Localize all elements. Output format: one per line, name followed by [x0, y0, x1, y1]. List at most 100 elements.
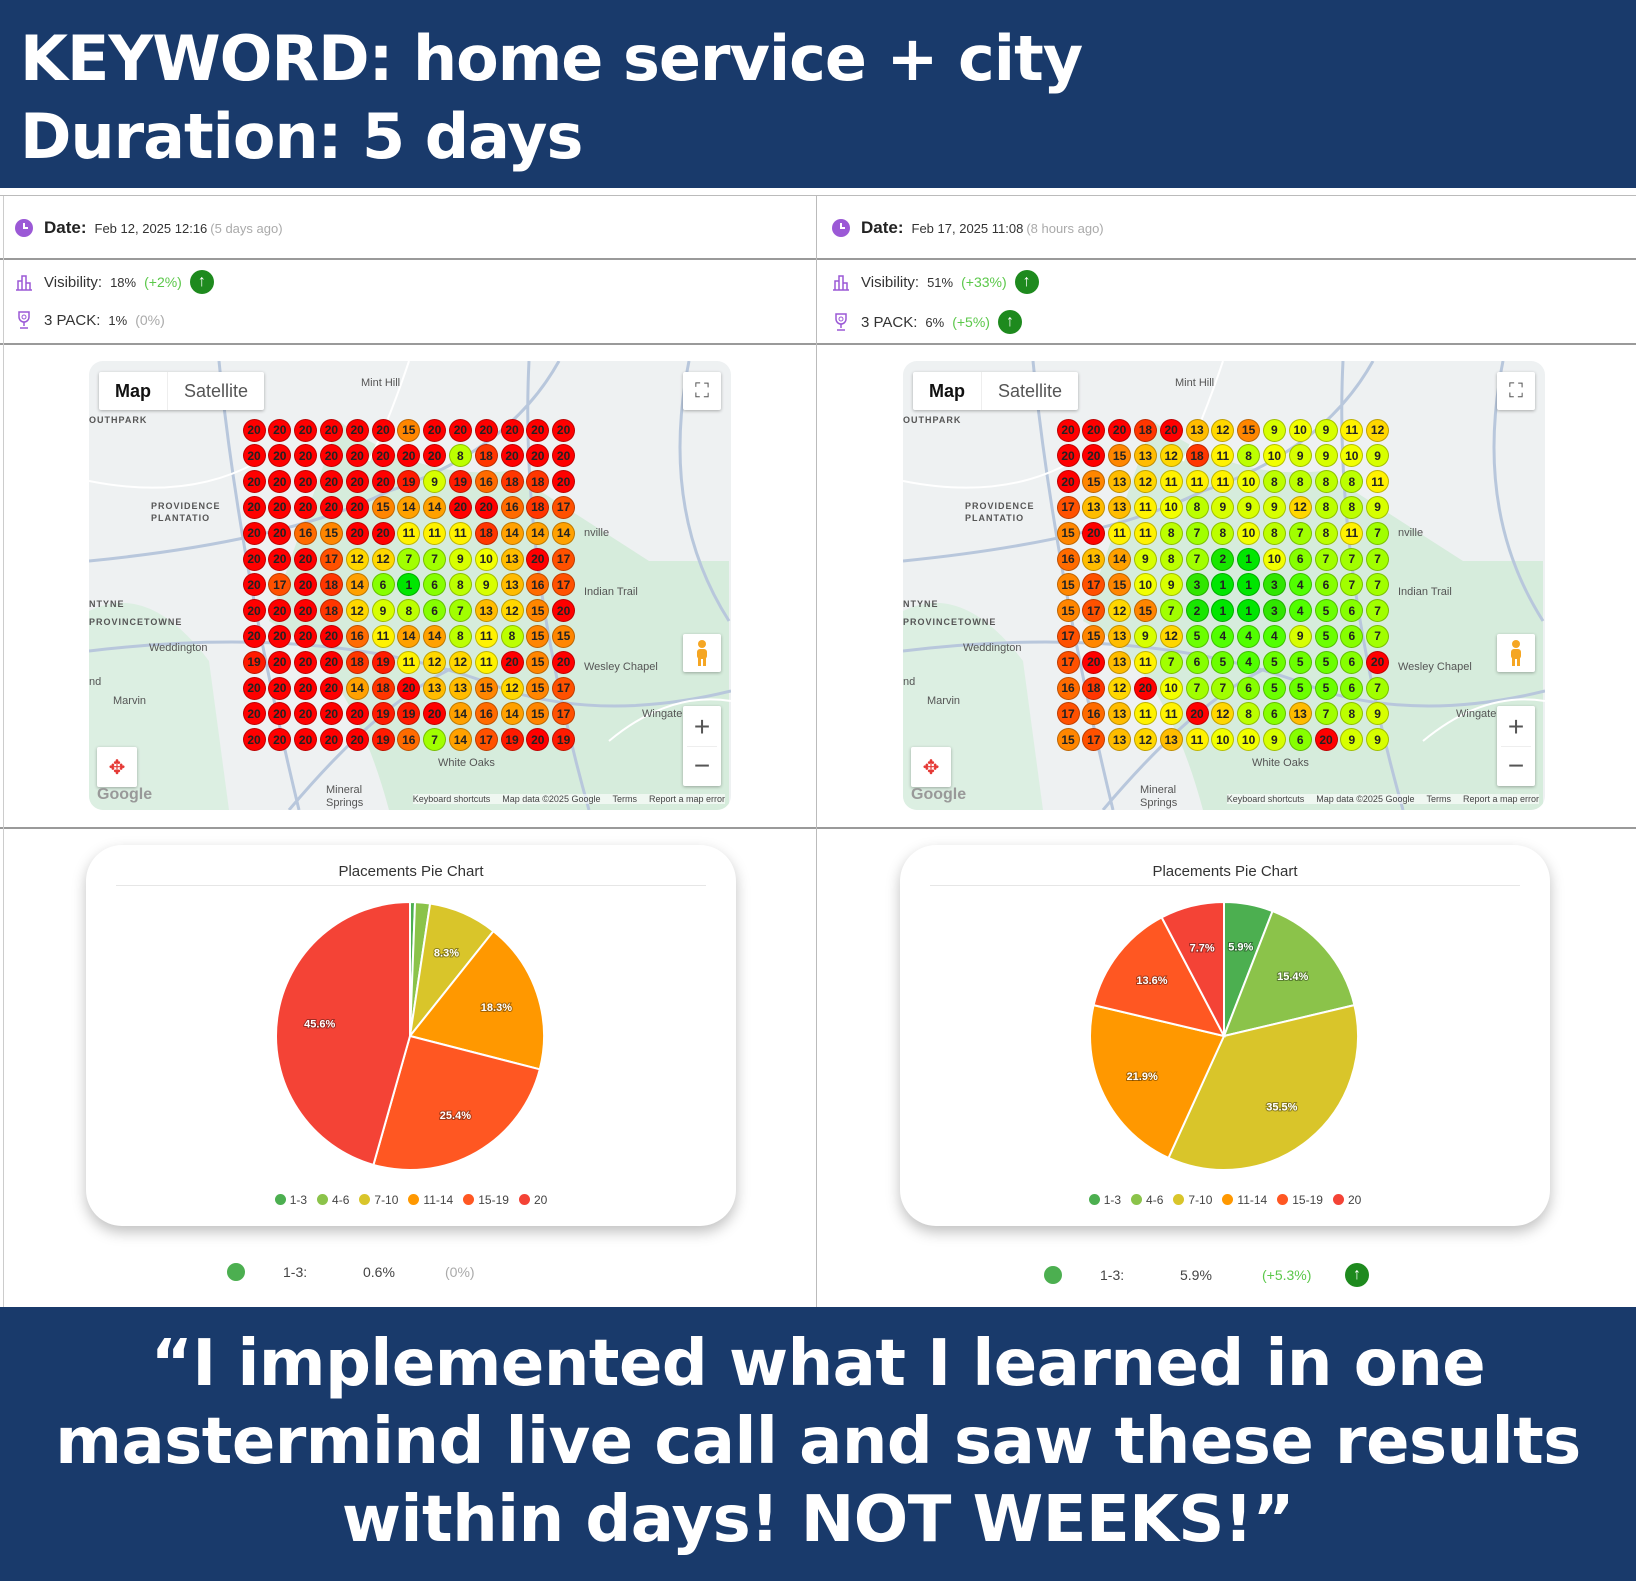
rank-marker[interactable]: 19	[552, 728, 576, 752]
rank-marker[interactable]: 18	[319, 573, 343, 597]
rank-marker[interactable]: 20	[345, 444, 369, 468]
rank-marker[interactable]: 15	[526, 676, 550, 700]
rank-marker[interactable]: 8	[1288, 470, 1312, 494]
rank-marker[interactable]: 9	[1314, 444, 1338, 468]
rank-marker[interactable]: 13	[1108, 470, 1132, 494]
rank-marker[interactable]: 14	[552, 521, 576, 545]
rank-marker[interactable]: 14	[448, 702, 472, 726]
rank-marker[interactable]: 17	[1082, 599, 1106, 623]
rank-marker[interactable]: 10	[1262, 444, 1286, 468]
fullscreen-button[interactable]: ⛶	[683, 372, 721, 410]
rank-marker[interactable]: 15	[526, 624, 550, 648]
rank-marker[interactable]: 12	[1211, 702, 1235, 726]
rank-marker[interactable]: 20	[1159, 418, 1183, 442]
rank-marker[interactable]: 20	[1108, 418, 1132, 442]
rank-marker[interactable]: 13	[1082, 547, 1106, 571]
rank-marker[interactable]: 20	[1314, 728, 1338, 752]
rank-marker[interactable]: 8	[500, 624, 524, 648]
rank-marker[interactable]: 18	[1133, 418, 1157, 442]
rank-marker[interactable]: 20	[294, 624, 318, 648]
rank-marker[interactable]: 8	[448, 624, 472, 648]
rank-marker[interactable]: 13	[1108, 495, 1132, 519]
rank-marker[interactable]: 20	[1133, 676, 1157, 700]
rank-marker[interactable]: 12	[500, 676, 524, 700]
rank-marker[interactable]: 6	[1314, 573, 1338, 597]
rank-marker[interactable]: 13	[448, 676, 472, 700]
rank-marker[interactable]: 8	[1340, 702, 1364, 726]
rank-marker[interactable]: 10	[1159, 495, 1183, 519]
rank-marker[interactable]: 20	[294, 650, 318, 674]
rank-marker[interactable]: 20	[1366, 650, 1390, 674]
rank-marker[interactable]: 9	[474, 573, 498, 597]
rank-marker[interactable]: 16	[474, 702, 498, 726]
rank-marker[interactable]: 20	[242, 676, 266, 700]
rank-marker[interactable]: 13	[1108, 624, 1132, 648]
rank-marker[interactable]: 10	[474, 547, 498, 571]
rank-marker[interactable]: 20	[371, 418, 395, 442]
terms-link[interactable]: Terms	[612, 794, 637, 804]
rank-marker[interactable]: 15	[1237, 418, 1261, 442]
rank-marker[interactable]: 20	[242, 418, 266, 442]
rank-marker[interactable]: 12	[448, 650, 472, 674]
rank-marker[interactable]: 9	[1366, 444, 1390, 468]
rank-marker[interactable]: 20	[319, 624, 343, 648]
rank-marker[interactable]: 7	[1366, 573, 1390, 597]
rank-marker[interactable]: 9	[1211, 495, 1235, 519]
rank-marker[interactable]: 9	[448, 547, 472, 571]
rank-marker[interactable]: 16	[474, 470, 498, 494]
map-button[interactable]: Map	[115, 381, 151, 401]
pie-slice-15-19[interactable]	[372, 1034, 542, 1171]
rank-marker[interactable]: 20	[268, 599, 292, 623]
rank-marker[interactable]: 20	[345, 521, 369, 545]
legend-item[interactable]: 7-10	[1173, 1193, 1212, 1207]
rank-marker[interactable]: 12	[1288, 495, 1312, 519]
rank-marker[interactable]: 20	[474, 495, 498, 519]
rank-marker[interactable]: 13	[423, 676, 447, 700]
satellite-button[interactable]: Satellite	[167, 372, 264, 410]
rank-marker[interactable]: 13	[1082, 495, 1106, 519]
rank-marker[interactable]: 19	[371, 728, 395, 752]
rank-marker[interactable]: 4	[1288, 573, 1312, 597]
rank-marker[interactable]: 6	[1340, 676, 1364, 700]
rank-marker[interactable]: 20	[242, 624, 266, 648]
rank-marker[interactable]: 11	[1133, 650, 1157, 674]
rank-marker[interactable]: 20	[371, 521, 395, 545]
rank-marker[interactable]: 20	[526, 444, 550, 468]
rank-marker[interactable]: 7	[1314, 702, 1338, 726]
rank-marker[interactable]: 20	[268, 624, 292, 648]
rank-marker[interactable]: 20	[242, 444, 266, 468]
rank-marker[interactable]: 7	[1185, 547, 1209, 571]
rank-marker[interactable]: 20	[397, 676, 421, 700]
rank-marker[interactable]: 6	[371, 573, 395, 597]
rank-marker[interactable]: 3	[1262, 573, 1286, 597]
rank-marker[interactable]: 6	[423, 599, 447, 623]
rank-marker[interactable]: 20	[294, 599, 318, 623]
rank-marker[interactable]: 11	[1340, 418, 1364, 442]
rank-marker[interactable]: 15	[552, 624, 576, 648]
rank-marker[interactable]: 13	[1185, 418, 1209, 442]
rank-marker[interactable]: 9	[1262, 495, 1286, 519]
rank-marker[interactable]: 5	[1211, 650, 1235, 674]
rank-marker[interactable]: 20	[294, 444, 318, 468]
rank-marker[interactable]: 10	[1159, 676, 1183, 700]
rank-marker[interactable]: 8	[1211, 521, 1235, 545]
pie-slice-20[interactable]	[275, 900, 411, 1167]
rank-marker[interactable]: 14	[423, 495, 447, 519]
rank-marker[interactable]: 19	[371, 650, 395, 674]
rank-marker[interactable]: 14	[345, 676, 369, 700]
rank-marker[interactable]: 20	[345, 470, 369, 494]
rank-marker[interactable]: 20	[552, 599, 576, 623]
rank-marker[interactable]: 19	[500, 728, 524, 752]
rank-marker[interactable]: 15	[1108, 444, 1132, 468]
rank-marker[interactable]: 11	[1133, 702, 1157, 726]
recenter-button[interactable]: ✥	[911, 747, 951, 787]
rank-marker[interactable]: 18	[526, 495, 550, 519]
rank-marker[interactable]: 7	[1288, 521, 1312, 545]
rank-marker[interactable]: 20	[423, 702, 447, 726]
rank-marker[interactable]: 6	[423, 573, 447, 597]
rank-grid-map[interactable]: Mint Hill OUTHPARK PROVIDENCE PLANTATIO Wedd…	[89, 361, 731, 810]
rank-marker[interactable]: 20	[448, 418, 472, 442]
rank-marker[interactable]: 12	[1108, 599, 1132, 623]
rank-marker[interactable]: 15	[526, 702, 550, 726]
rank-marker[interactable]: 6	[1340, 599, 1364, 623]
